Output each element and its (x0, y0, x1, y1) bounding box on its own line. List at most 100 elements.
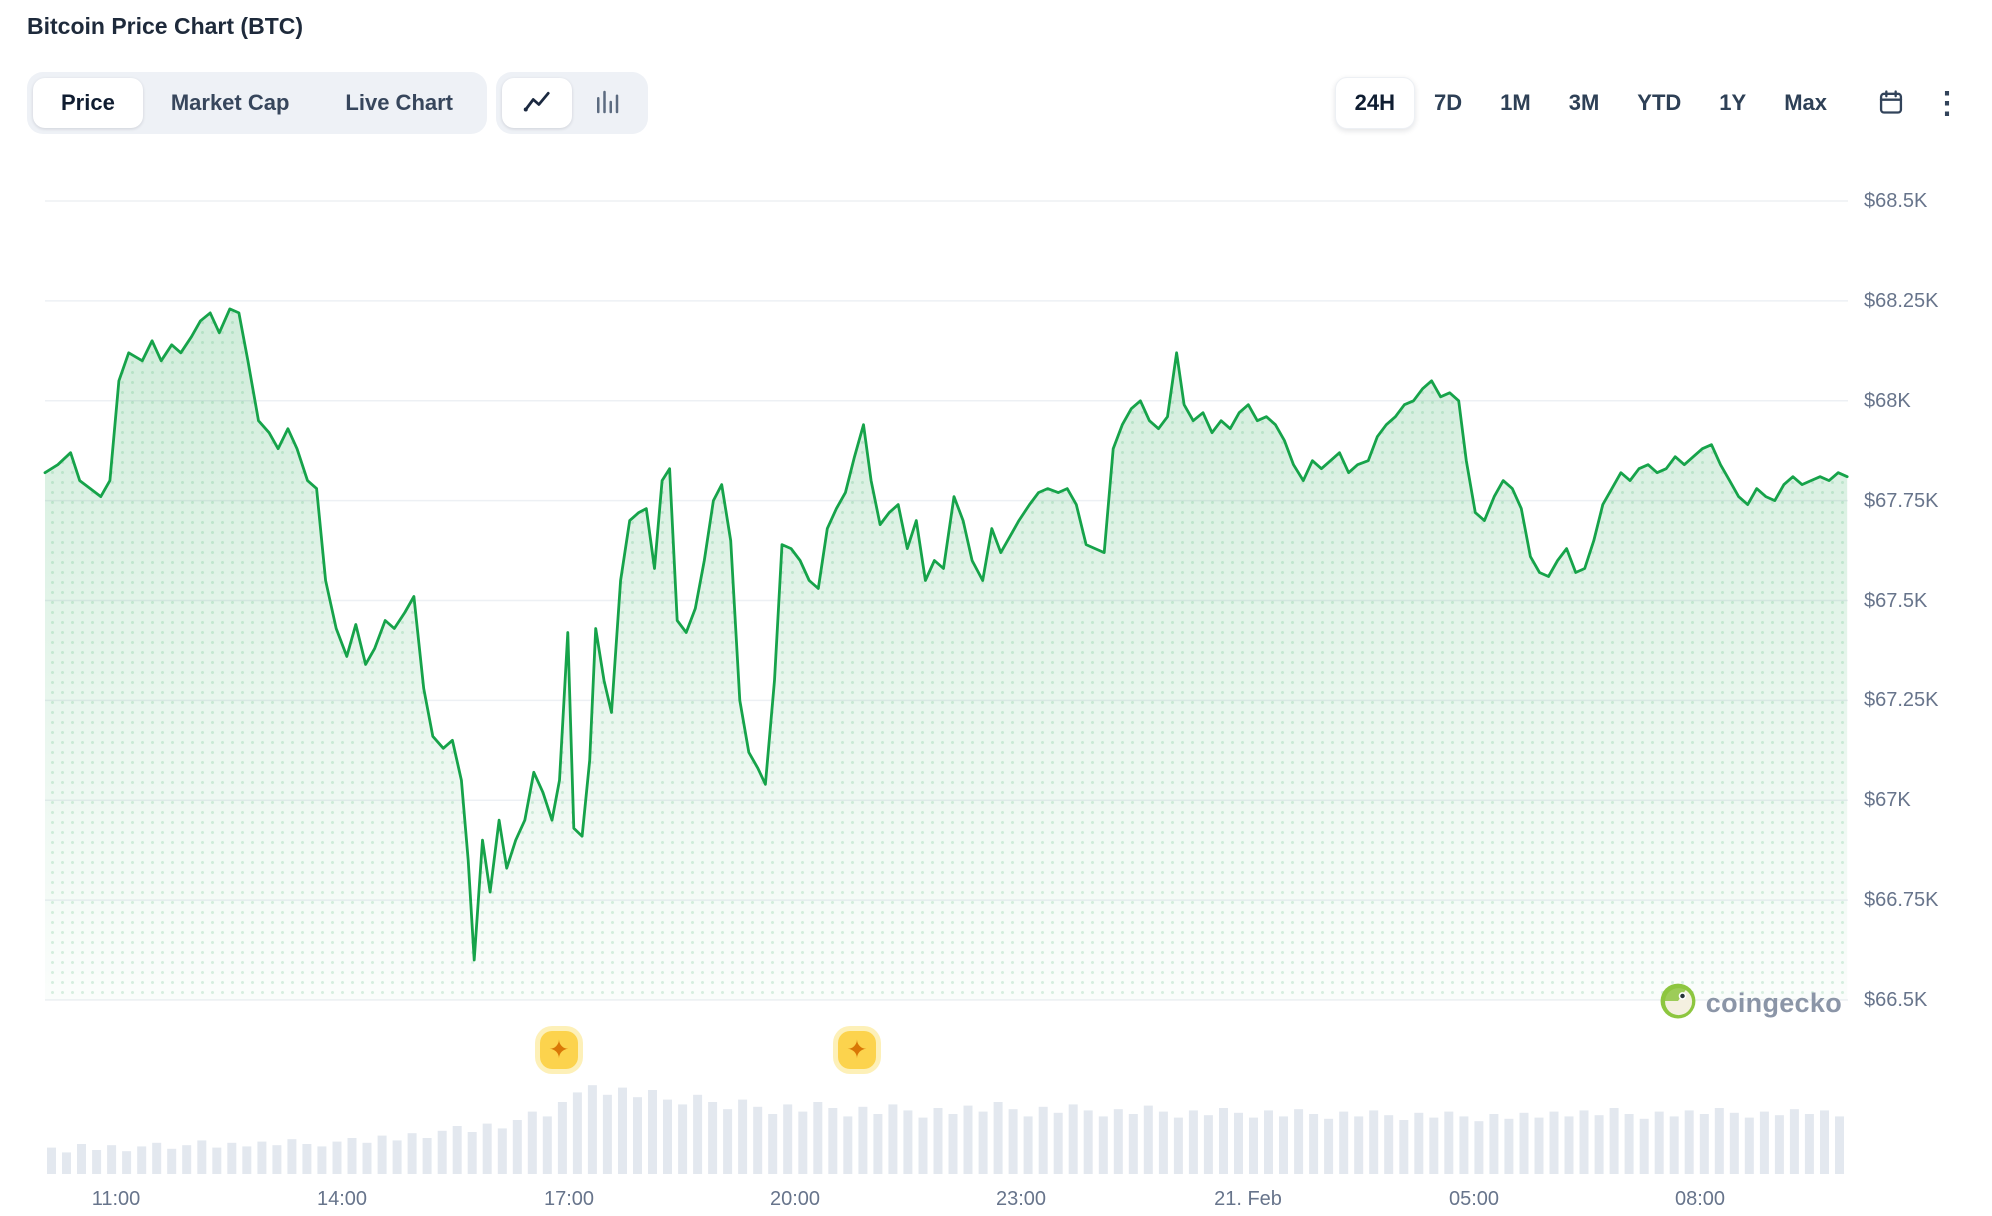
tab-price[interactable]: Price (33, 78, 143, 128)
volume-bar (633, 1097, 642, 1174)
volume-bar (1534, 1117, 1544, 1174)
chart-toolbar-left: Price Market Cap Live Chart (27, 72, 649, 134)
line-chart-button[interactable] (502, 78, 573, 128)
volume-bar (257, 1141, 267, 1174)
volume-bar (918, 1117, 928, 1174)
y-axis-label: $68.5K (1864, 190, 1928, 212)
range-3m-button[interactable]: 3M (1550, 77, 1619, 129)
sparkle-event-marker-icon[interactable]: ✦ (838, 1031, 876, 1069)
range-max-button[interactable]: Max (1765, 77, 1846, 129)
volume-bar (948, 1114, 958, 1174)
volume-bar (888, 1104, 898, 1174)
volume-bar (1339, 1111, 1349, 1174)
volume-bar (287, 1139, 297, 1174)
volume-bar (1143, 1105, 1153, 1174)
more-options-button[interactable]: ⋮ (1924, 80, 1970, 126)
volume-bar (1639, 1118, 1649, 1174)
tab-market-cap[interactable]: Market Cap (143, 78, 318, 128)
y-axis-label: $66.75K (1864, 889, 1939, 912)
volume-bar (167, 1148, 177, 1174)
range-1y-button[interactable]: 1Y (1700, 77, 1765, 129)
volume-bar (302, 1144, 312, 1174)
y-axis-label: $67.25K (1864, 689, 1939, 712)
volume-bar (678, 1104, 688, 1174)
volume-bar (197, 1140, 207, 1174)
volume-bar (47, 1147, 56, 1174)
volume-bar (1414, 1112, 1424, 1174)
volume-bar (1219, 1108, 1228, 1174)
volume-bar (1804, 1114, 1814, 1174)
volume-bar (1384, 1115, 1394, 1174)
volume-bar (62, 1152, 71, 1174)
volume-bars (47, 1085, 1844, 1174)
y-axis-label: $68.25K (1864, 289, 1939, 312)
range-1m-button[interactable]: 1M (1481, 77, 1550, 129)
volume-bar (813, 1102, 823, 1174)
volume-bar (587, 1085, 597, 1174)
volume-bar (978, 1111, 988, 1174)
volume-bar (1038, 1106, 1048, 1174)
volume-bar (1519, 1112, 1529, 1174)
range-ytd-button[interactable]: YTD (1618, 77, 1700, 129)
volume-bar (467, 1132, 477, 1174)
volume-bar (1594, 1115, 1604, 1174)
volume-bar (1023, 1116, 1033, 1174)
volume-bar (137, 1146, 147, 1174)
volume-bar (437, 1130, 447, 1174)
volume-bar (1008, 1109, 1018, 1174)
range-24h-button[interactable]: 24H (1334, 77, 1416, 129)
volume-bar (362, 1142, 372, 1174)
volume-bar (557, 1102, 567, 1174)
volume-bar (1429, 1117, 1439, 1174)
volume-bar (1279, 1116, 1288, 1174)
x-axis-label: 14:00 (316, 1188, 368, 1210)
volume-bar (1699, 1114, 1709, 1174)
x-axis-label: 08:00 (1674, 1188, 1726, 1210)
volume-bar (122, 1151, 132, 1174)
price-line (43, 307, 1849, 962)
volume-bar (1173, 1117, 1183, 1174)
tab-live-chart[interactable]: Live Chart (317, 78, 481, 128)
volume-bar (1504, 1118, 1514, 1174)
volume-bar (1444, 1111, 1454, 1174)
volume-bar (482, 1123, 492, 1174)
range-7d-button[interactable]: 7D (1415, 77, 1481, 129)
volume-bar (1354, 1116, 1364, 1174)
x-axis-label: 11:00 (91, 1188, 141, 1210)
volume-bar (542, 1116, 552, 1174)
volume-bar (708, 1102, 718, 1174)
x-axis-label: 21. Feb (1214, 1188, 1282, 1210)
volume-bar (1113, 1109, 1123, 1174)
volume-bar (963, 1105, 973, 1174)
kebab-menu-icon: ⋮ (1932, 86, 1962, 120)
volume-bar (512, 1120, 522, 1174)
volume-bar (1684, 1110, 1694, 1174)
volume-bar (903, 1110, 913, 1174)
volume-bar (738, 1099, 748, 1174)
price-area-dots (45, 308, 1848, 1000)
sparkle-event-marker-icon[interactable]: ✦ (540, 1031, 578, 1069)
volume-bar (1234, 1112, 1243, 1174)
volume-bar (1669, 1116, 1679, 1174)
volume-bar (1489, 1114, 1499, 1174)
volume-bar (1203, 1115, 1213, 1174)
volume-bar (1068, 1104, 1078, 1174)
calendar-button[interactable] (1868, 80, 1914, 126)
volume-bar (1564, 1116, 1574, 1174)
volume-bar (618, 1087, 627, 1174)
volume-bar (1759, 1111, 1769, 1174)
volume-bar (1249, 1117, 1258, 1174)
volume-bar (1053, 1112, 1063, 1174)
volume-bar (227, 1142, 237, 1174)
volume-bar (1624, 1114, 1634, 1174)
volume-bar (1459, 1116, 1469, 1174)
watermark-label: coingecko (1705, 988, 1842, 1018)
volume-bar (648, 1090, 657, 1174)
volume-bar (602, 1094, 612, 1174)
candlestick-chart-button[interactable] (572, 78, 642, 128)
volume-bar (92, 1150, 102, 1174)
volume-bar (1324, 1118, 1334, 1174)
page-title: Bitcoin Price Chart (BTC) (27, 13, 304, 39)
